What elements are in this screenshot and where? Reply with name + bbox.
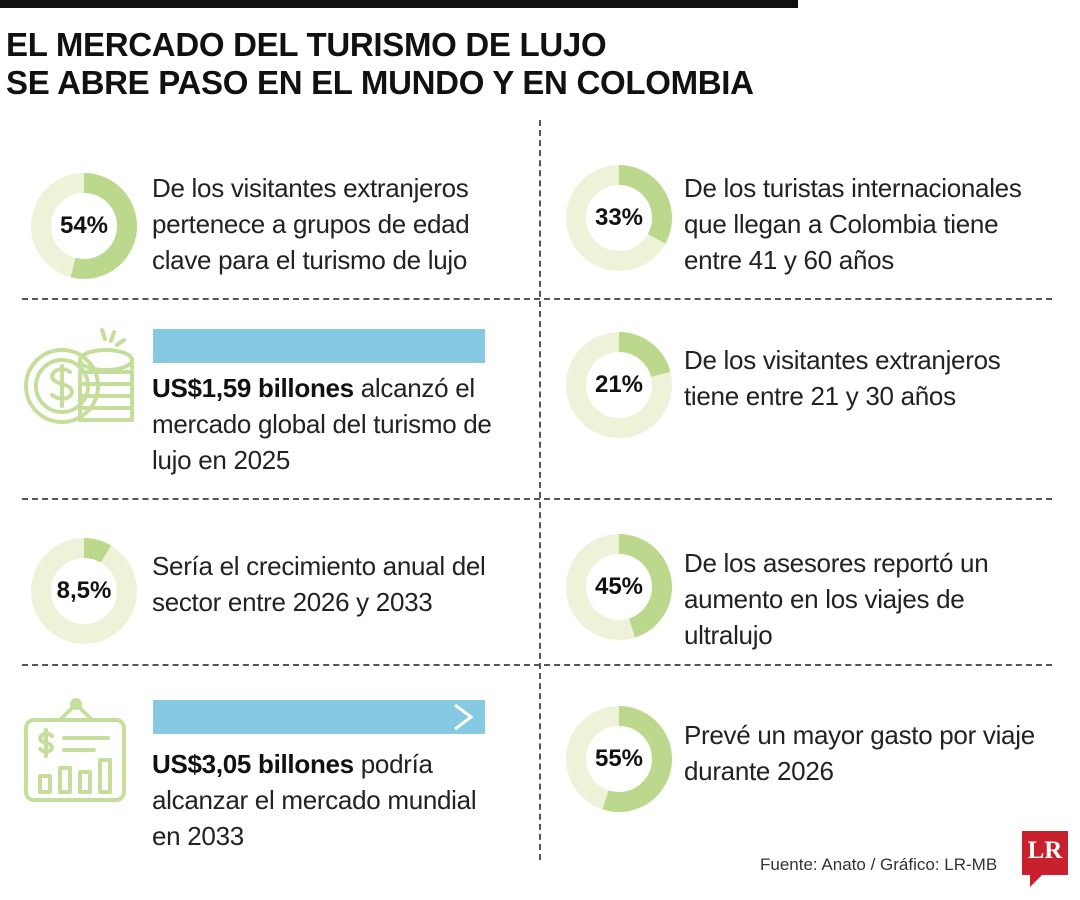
donut-label: 54% — [59, 212, 109, 239]
market-bar-2025 — [153, 329, 485, 363]
column-divider — [539, 120, 541, 860]
stat-description: Prevé un mayor gasto por viaje durante 2… — [684, 720, 1035, 786]
stat-description: De los turistas internacionales que lleg… — [684, 173, 1022, 275]
title-line-2: SE ABRE PASO EN EL MUNDO Y EN COLOMBIA — [6, 64, 754, 101]
donut-arc — [31, 538, 137, 644]
row-divider — [22, 298, 1052, 300]
donut-8-5: 8,5% — [30, 537, 138, 645]
coins-icon — [24, 328, 134, 424]
donut-21: 21% — [565, 331, 673, 439]
donut-label: 33% — [594, 204, 644, 231]
market-value: US$3,05 billones — [152, 749, 354, 779]
donut-54: 54% — [30, 172, 138, 280]
donut-label: 21% — [594, 371, 644, 398]
donut-label: 8,5% — [56, 577, 112, 604]
market-bar-2033 — [153, 700, 485, 734]
market-value: US$1,59 billones — [152, 373, 354, 403]
chevron-right-icon — [454, 703, 474, 731]
market-description: US$3,05 billones podría alcanzar el merc… — [152, 746, 482, 854]
source-credit: Fuente: Anato / Gráfico: LR-MB — [760, 855, 998, 874]
stat-description: Sería el crecimiento anual del sector en… — [152, 551, 486, 617]
title-line-1: EL MERCADO DEL TURISMO DE LUJO — [6, 26, 607, 63]
donut-arc — [566, 165, 672, 271]
donut-55: 55% — [565, 705, 673, 813]
market-text: podría alcanzar el mercado mundial en 20… — [152, 749, 477, 851]
donut-label: 45% — [594, 573, 644, 600]
stat-description: De los asesores reportó un aumento en lo… — [684, 548, 989, 650]
top-rule — [0, 0, 798, 8]
donut-label: 55% — [594, 745, 644, 772]
donut-arc — [566, 706, 672, 812]
stat-description: De los visitantes extranjeros tiene entr… — [684, 345, 1001, 411]
page-title: EL MERCADO DEL TURISMO DE LUJO SE ABRE P… — [6, 26, 754, 102]
market-text: alcanzó el mercado global del turismo de… — [152, 373, 492, 475]
donut-arc — [566, 534, 672, 640]
market-description: US$1,59 billones alcanzó el mercado glob… — [152, 370, 492, 478]
lr-logo: LR — [1022, 831, 1068, 887]
stat-description: De los visitantes extranjeros pertenece … — [152, 173, 470, 275]
donut-45: 45% — [565, 533, 673, 641]
logo-text: LR — [1027, 837, 1063, 864]
row-divider — [22, 664, 1052, 666]
donut-arc — [566, 332, 672, 438]
row-divider — [22, 498, 1052, 500]
donut-arc — [31, 173, 137, 279]
chart-board-icon — [24, 698, 126, 802]
donut-33: 33% — [565, 164, 673, 272]
